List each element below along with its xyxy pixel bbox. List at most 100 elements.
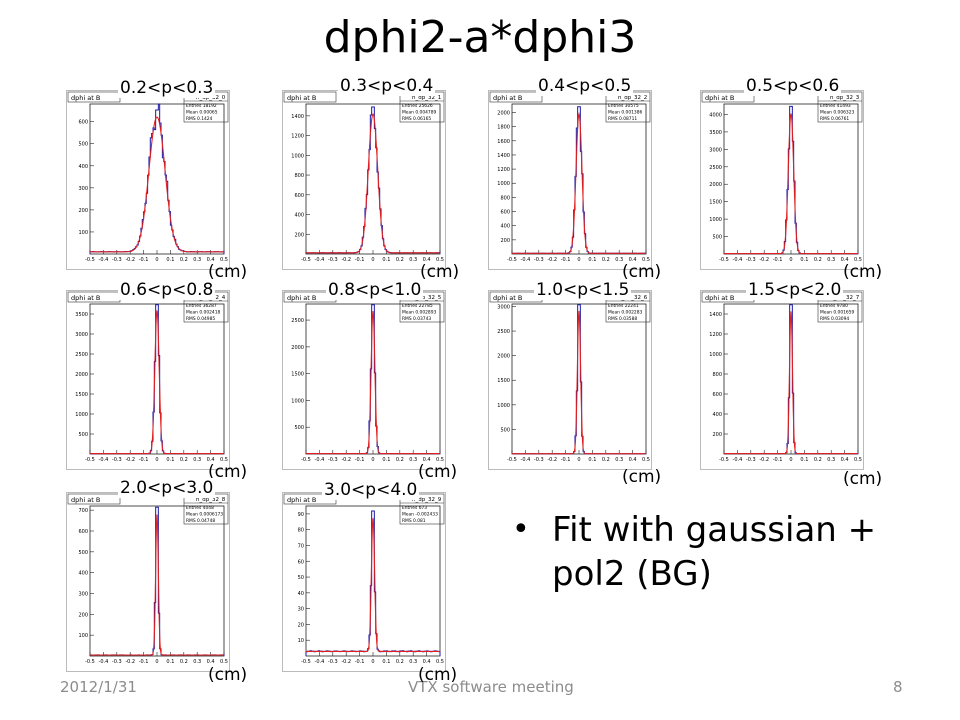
momentum-range-label: 0.2<p<0.3	[118, 78, 216, 98]
x-tick-label: -0.2	[547, 257, 557, 263]
x-tick-label: 0.5	[642, 257, 650, 263]
x-tick-label: -0.1	[139, 257, 149, 263]
stats-hist-name: h_dp_32_3	[830, 95, 860, 101]
x-tick-label: 0.5	[436, 257, 444, 263]
x-tick-label: -0.2	[547, 457, 557, 463]
x-tick-label: 0	[371, 659, 374, 665]
x-tick-label: 0.2	[180, 257, 188, 263]
x-tick-label: 0.2	[180, 457, 188, 463]
fit-curve	[90, 514, 224, 656]
y-tick-label: 800	[712, 372, 722, 378]
y-tick-label: 60	[298, 559, 304, 565]
x-tick-label: 0	[789, 457, 792, 463]
x-axis-unit-label: (cm)	[420, 262, 460, 282]
x-tick-label: 0	[789, 257, 792, 263]
stats-entry: Entries 41493	[820, 103, 851, 109]
x-tick-label: 0.1	[588, 457, 596, 463]
x-tick-label: -0.5	[719, 257, 729, 263]
stats-entry: Mean 0.006323	[820, 110, 855, 116]
x-tick-label: 0.4	[423, 659, 431, 665]
x-tick-label: -0.2	[341, 257, 351, 263]
histogram-title-box	[283, 91, 337, 103]
histogram-title: dphi at B	[287, 294, 316, 302]
histogram-title: dphi at B	[287, 94, 316, 102]
x-tick-label: 0.4	[207, 659, 215, 665]
y-tick-label: 1000	[709, 217, 722, 223]
y-tick-label: 20	[298, 622, 304, 628]
x-tick-label: 0	[155, 457, 158, 463]
x-tick-label: 0.3	[615, 457, 623, 463]
y-tick-label: 3500	[709, 130, 722, 136]
stats-entry: RMS 0.03743	[402, 316, 431, 322]
y-tick-label: 100	[78, 230, 88, 236]
x-tick-label: -0.2	[125, 257, 135, 263]
y-tick-label: 1500	[291, 372, 304, 378]
histogram-title-box	[701, 91, 755, 103]
y-tick-label: 1000	[75, 412, 88, 418]
y-tick-label: 2000	[497, 110, 510, 116]
x-tick-label: -0.3	[112, 457, 122, 463]
bullet-dot-icon: •	[512, 512, 530, 547]
x-tick-label: 0.1	[166, 659, 174, 665]
stats-hist-name: h_dp_32_8	[196, 497, 226, 503]
y-tick-label: 2500	[709, 165, 722, 171]
x-tick-label: 0.3	[193, 457, 201, 463]
stats-entry: RMS 0.03094	[820, 316, 849, 322]
y-tick-label: 700	[78, 508, 88, 514]
y-tick-label: 40	[298, 591, 304, 597]
y-tick-label: 500	[500, 427, 510, 433]
stats-hist-name: h_dp_32_9	[412, 497, 442, 503]
y-tick-label: 400	[78, 164, 88, 170]
x-tick-label: -0.4	[521, 257, 531, 263]
x-tick-label: -0.2	[341, 659, 351, 665]
x-tick-label: 0.4	[423, 257, 431, 263]
x-tick-label: 0.2	[814, 457, 822, 463]
y-tick-label: 200	[78, 612, 88, 618]
x-tick-label: 0	[577, 457, 580, 463]
x-tick-label: -0.5	[85, 457, 95, 463]
y-tick-label: 500	[78, 432, 88, 438]
stats-entry: Mean 0.00065	[186, 110, 218, 116]
y-tick-label: 1000	[709, 352, 722, 358]
x-tick-label: -0.1	[561, 257, 571, 263]
fit-curve	[306, 518, 440, 652]
x-tick-label: -0.5	[719, 457, 729, 463]
x-tick-label: 0.2	[396, 659, 404, 665]
x-tick-label: 0	[371, 257, 374, 263]
stats-entry: Entries 4048	[186, 505, 214, 511]
y-tick-label: 200	[78, 208, 88, 214]
y-tick-label: 400	[500, 224, 510, 230]
momentum-range-label: 3.0<p<4.0	[322, 480, 420, 500]
stats-entry: RMS 0.03588	[608, 316, 637, 322]
stats-entry: Mean -0.002433	[402, 512, 438, 518]
stats-entry: Mean 0.001659	[820, 310, 855, 316]
x-tick-label: -0.2	[759, 257, 769, 263]
x-tick-label: 0.5	[220, 659, 228, 665]
x-tick-label: -0.2	[341, 457, 351, 463]
stats-box	[605, 91, 651, 123]
y-tick-label: 1200	[709, 332, 722, 338]
histogram-title: dphi at B	[705, 294, 734, 302]
x-tick-label: -0.2	[125, 659, 135, 665]
x-tick-label: 0.2	[396, 457, 404, 463]
histogram-title-box	[67, 493, 121, 505]
y-tick-label: 300	[78, 186, 88, 192]
x-tick-label: -0.5	[507, 457, 517, 463]
fit-curve	[306, 113, 440, 254]
y-tick-label: 3000	[75, 332, 88, 338]
x-tick-label: -0.3	[534, 257, 544, 263]
x-tick-label: -0.3	[328, 659, 338, 665]
x-tick-label: 0.1	[166, 457, 174, 463]
x-tick-label: -0.2	[759, 457, 769, 463]
x-tick-label: -0.5	[85, 659, 95, 665]
y-tick-label: 4000	[709, 112, 722, 118]
y-tick-label: 3000	[709, 147, 722, 153]
x-axis-unit-label: (cm)	[208, 462, 248, 482]
x-tick-label: 0.3	[615, 257, 623, 263]
y-tick-label: 500	[78, 142, 88, 148]
x-tick-label: 0.4	[841, 257, 849, 263]
x-tick-label: -0.5	[85, 257, 95, 263]
